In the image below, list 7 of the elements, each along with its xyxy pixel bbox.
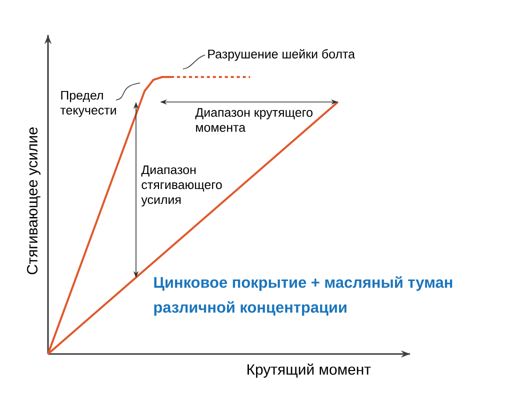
annotation: Диапазон крутящего момента xyxy=(195,108,313,132)
annotation: Диапазон стягивающего усилия xyxy=(141,165,222,207)
annotation: Цинковое покрытие + масляный туман различной концентрации xyxy=(154,276,452,316)
text: Разрушение шейки болта xyxy=(208,49,356,61)
annotation: Предел текучести xyxy=(60,90,116,118)
x-axis-title: Крутящий момент xyxy=(248,364,371,378)
y-axis-title: Стягивающее усилие xyxy=(26,127,40,274)
